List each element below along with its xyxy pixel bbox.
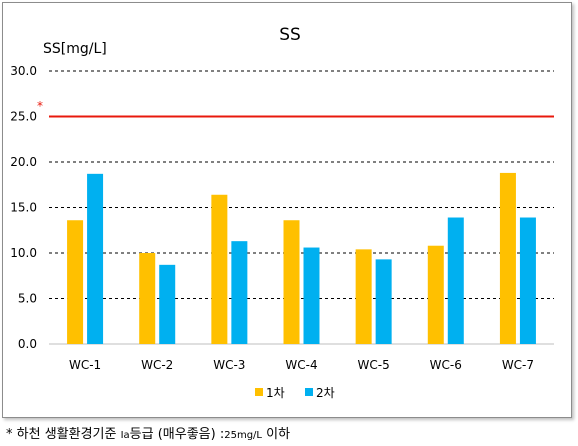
x-tick-label: WC-3 xyxy=(213,358,245,372)
x-tick-label: WC-4 xyxy=(285,358,317,372)
y-tick-label: 25.0 xyxy=(10,110,37,124)
y-tick-label: 10.0 xyxy=(10,246,37,260)
y-tick-label: 15.0 xyxy=(10,201,37,215)
x-tick-labels: WC-1 WC-2 WC-3 WC-4 WC-5 WC-6 WC-7 xyxy=(69,358,534,372)
x-tick-label: WC-2 xyxy=(141,358,173,372)
bar-wc-2-series-2 xyxy=(159,264,176,344)
x-tick-label: WC-7 xyxy=(502,358,534,372)
bar-wc-6-series-1 xyxy=(427,245,444,344)
x-tick-label: WC-6 xyxy=(430,358,462,372)
legend-swatch xyxy=(255,388,263,396)
y-tick-labels: 0.0 5.0 10.0 15.0 20.0 25.0 30.0 xyxy=(10,64,37,351)
legend-label: 1차 xyxy=(266,386,285,400)
y-tick-label: 20.0 xyxy=(10,155,37,169)
reference-line-group: * xyxy=(37,99,554,118)
y-tick-label: 5.0 xyxy=(18,292,37,306)
chart-title: SS xyxy=(279,25,301,45)
legend-swatch xyxy=(305,388,313,396)
footnote: * 하천 생활환경기준 Ia등급 (매우좋음) :25mg/L 이하 xyxy=(6,427,290,442)
bar-wc-1-series-1 xyxy=(67,220,84,344)
bars xyxy=(67,172,536,344)
bar-wc-5-series-1 xyxy=(355,249,372,344)
bar-wc-7-series-2 xyxy=(519,217,536,344)
bar-wc-5-series-2 xyxy=(375,259,392,344)
footnote-text-2: 등급 (매우좋음) : xyxy=(130,427,225,442)
x-tick-label: WC-5 xyxy=(358,358,390,372)
bar-wc-3-series-2 xyxy=(231,241,248,344)
y-tick-label: 0.0 xyxy=(18,337,37,351)
footnote-value: 25mg/L xyxy=(224,430,262,441)
legend: 1차 2차 xyxy=(255,386,335,400)
bar-wc-2-series-1 xyxy=(139,253,156,344)
y-axis-label: SS[mg/L] xyxy=(43,41,107,57)
footnote-grade: Ia xyxy=(121,430,130,441)
footnote-star: * xyxy=(6,427,13,442)
footnote-text-3: 이하 xyxy=(266,427,290,442)
footnote-text-1: 하천 생활환경기준 xyxy=(17,427,117,442)
y-tick-label: 30.0 xyxy=(10,64,37,78)
bar-wc-4-series-1 xyxy=(283,220,300,344)
bar-wc-1-series-2 xyxy=(87,173,104,344)
legend-label: 2차 xyxy=(316,386,335,400)
x-tick-label: WC-1 xyxy=(69,358,101,372)
reference-star-marker: * xyxy=(37,99,43,113)
bar-wc-6-series-2 xyxy=(447,217,464,344)
bar-wc-7-series-1 xyxy=(499,172,516,344)
bar-wc-3-series-1 xyxy=(211,194,228,344)
gridlines xyxy=(49,70,554,345)
bar-wc-4-series-2 xyxy=(303,247,320,344)
